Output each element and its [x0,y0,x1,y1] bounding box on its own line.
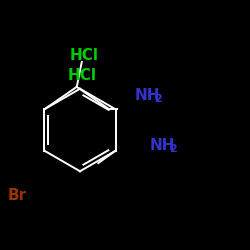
Text: 2: 2 [169,144,176,154]
Text: HCl: HCl [70,48,99,62]
Text: NH: NH [150,138,176,152]
Text: 2: 2 [154,94,162,104]
Text: Br: Br [8,188,26,202]
Text: NH: NH [135,88,160,102]
Text: HCl: HCl [68,68,96,82]
